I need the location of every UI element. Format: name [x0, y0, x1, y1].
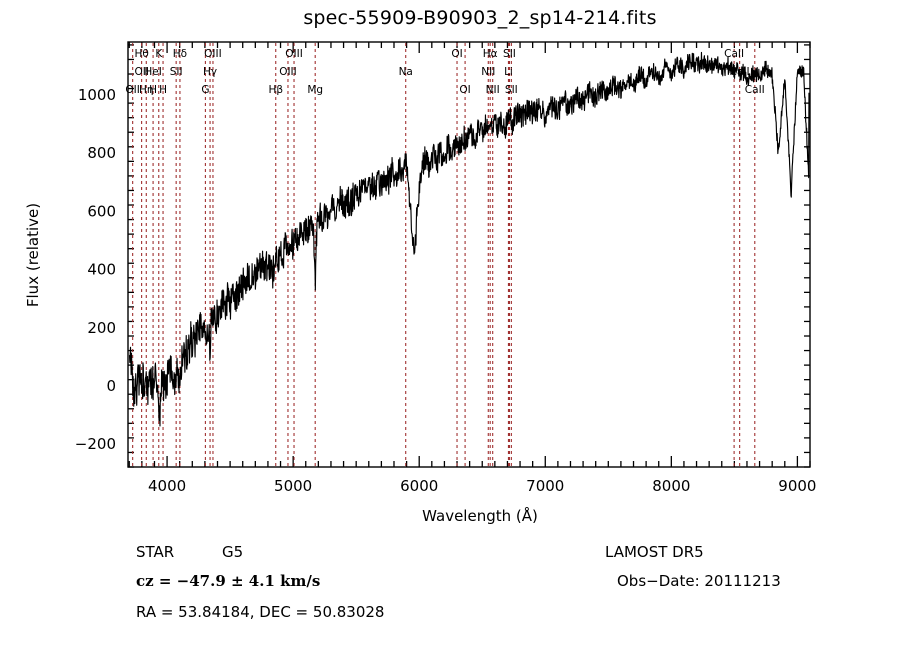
spectral-line-label: Hδ [173, 48, 187, 60]
spectral-line-label: H [149, 84, 157, 96]
coordinates-label: RA = 53.84184, DEC = 50.83028 [136, 603, 384, 621]
spectral-line-label: K [155, 48, 163, 60]
spectral-line-label: OI [451, 48, 462, 60]
spectral-line-label: CaII [724, 48, 744, 60]
object-type-label: STAR [136, 543, 174, 561]
metadata-right: LAMOST DR5 Obs−Date: 20111213 [605, 543, 781, 590]
y-tick-label: −200 [75, 435, 116, 453]
x-tick-label: 5000 [274, 477, 312, 495]
spectral-line-label: HeI [144, 66, 161, 78]
observation-date-label: Obs−Date: 20111213 [617, 572, 781, 590]
y-tick-label: 200 [87, 319, 116, 337]
spectral-line-label: SII [505, 84, 518, 96]
x-axis-label: Wavelength (Å) [422, 506, 538, 525]
x-tick-label: 6000 [400, 477, 438, 495]
y-axis-label: Flux (relative) [24, 203, 42, 307]
spectrum-trace [128, 51, 810, 427]
spectral-line-label: Hη [139, 84, 154, 96]
x-tick-label: 4000 [148, 477, 186, 495]
spectral-line-labels: OIIHθOIIHηHeIHKHSIIHδGHγOIIIHβOIIIOIIIMg… [125, 48, 764, 96]
spectral-line-label: Hβ [268, 84, 283, 96]
spectral-line-label: H [159, 84, 167, 96]
spectral-line-label: Mg [307, 84, 323, 96]
y-tick-label: 600 [87, 202, 116, 220]
spectral-line-label: CaII [745, 84, 765, 96]
spectral-line-label: OII [125, 84, 139, 96]
survey-label: LAMOST DR5 [605, 543, 704, 561]
x-axis-ticks: 4000 5000 6000 7000 8000 9000 [128, 42, 816, 495]
spectral-line-label: Li [504, 66, 513, 78]
spectral-line-label: Hγ [203, 66, 217, 78]
x-tick-label: 9000 [778, 477, 816, 495]
spectral-line-label: NII [481, 66, 495, 78]
x-tick-label: 8000 [652, 477, 690, 495]
spectral-line-label: OIII [279, 66, 297, 78]
spectral-line-label: Hθ [134, 48, 148, 60]
y-tick-label: 0 [106, 377, 116, 395]
spectral-line-label: Na [399, 66, 413, 78]
metadata-left: STAR G5 cz = −47.9 ± 4.1 km/s RA = 53.84… [136, 543, 384, 621]
spectral-line-label: Hα [483, 48, 498, 60]
spectral-line-label: SII [170, 66, 183, 78]
y-tick-label: 800 [87, 144, 116, 162]
spectral-line-label: OI [459, 84, 470, 96]
spectral-line-label: OIII [204, 48, 222, 60]
spectral-class-label: G5 [222, 543, 243, 561]
spectral-line-label: OIII [285, 48, 303, 60]
spectral-line-label: SII [503, 48, 516, 60]
y-tick-label: 400 [87, 261, 116, 279]
spectral-line-label: NII [486, 84, 500, 96]
spectral-line-label: OII [135, 66, 149, 78]
page-title: spec-55909-B90903_2_sp14-214.fits [303, 7, 656, 29]
flux-curve [128, 51, 810, 427]
spectral-line-label: G [201, 84, 209, 96]
spectral-line-label: CaII [730, 66, 750, 78]
y-tick-label: 1000 [78, 86, 116, 104]
x-tick-label: 7000 [526, 477, 564, 495]
radial-velocity-label: cz = −47.9 ± 4.1 km/s [136, 572, 320, 590]
